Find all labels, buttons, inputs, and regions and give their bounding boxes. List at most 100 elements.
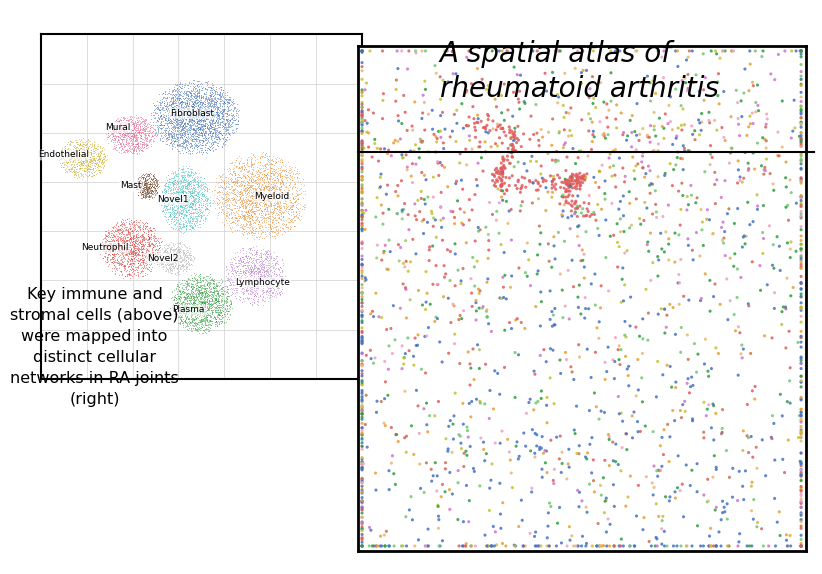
Point — [124, 255, 137, 264]
Point — [205, 300, 218, 309]
Point — [443, 485, 456, 494]
Point — [235, 189, 248, 199]
Point — [208, 121, 221, 130]
Point — [194, 91, 207, 100]
Point — [279, 167, 293, 176]
Point — [252, 265, 265, 274]
Point — [208, 110, 221, 119]
Point — [210, 213, 224, 222]
Point — [201, 120, 215, 129]
Point — [207, 297, 220, 306]
Point — [121, 145, 134, 154]
Point — [231, 252, 244, 261]
Point — [203, 107, 216, 116]
Point — [252, 199, 266, 208]
Point — [185, 311, 198, 320]
Point — [73, 161, 86, 170]
Point — [115, 249, 128, 258]
Point — [189, 81, 202, 90]
Point — [123, 228, 136, 238]
Point — [221, 211, 234, 220]
Point — [86, 154, 99, 164]
Point — [241, 257, 254, 266]
Point — [355, 106, 368, 115]
Point — [140, 253, 153, 262]
Point — [131, 129, 144, 138]
Point — [266, 278, 279, 288]
Point — [234, 211, 247, 220]
Point — [79, 142, 92, 152]
Point — [192, 285, 205, 294]
Point — [217, 97, 230, 106]
Point — [206, 142, 219, 151]
Point — [243, 277, 256, 286]
Point — [182, 218, 196, 227]
Point — [137, 183, 150, 192]
Point — [237, 211, 250, 220]
Point — [85, 149, 98, 158]
Point — [174, 118, 187, 127]
Point — [177, 104, 190, 113]
Point — [246, 266, 259, 276]
Point — [168, 219, 181, 228]
Point — [273, 205, 286, 215]
Point — [230, 176, 243, 185]
Point — [176, 260, 189, 269]
Point — [125, 235, 138, 244]
Point — [149, 112, 162, 121]
Point — [92, 152, 105, 161]
Point — [554, 432, 567, 441]
Point — [214, 134, 227, 144]
Point — [225, 189, 238, 198]
Point — [173, 249, 186, 258]
Point — [247, 261, 261, 270]
Point — [112, 116, 125, 125]
Point — [263, 254, 276, 263]
Point — [143, 233, 156, 242]
Point — [603, 162, 616, 172]
Point — [210, 286, 224, 295]
Point — [164, 246, 177, 255]
Point — [378, 394, 391, 404]
Point — [59, 151, 72, 160]
Point — [85, 156, 99, 165]
Point — [180, 311, 193, 320]
Point — [195, 293, 208, 302]
Point — [95, 148, 108, 157]
Point — [179, 208, 192, 217]
Point — [252, 258, 266, 267]
Point — [253, 153, 266, 162]
Point — [490, 168, 503, 177]
Point — [355, 182, 368, 191]
Point — [182, 299, 196, 308]
Point — [275, 276, 288, 285]
Point — [124, 229, 137, 238]
Point — [206, 111, 219, 121]
Point — [136, 234, 149, 243]
Point — [127, 223, 140, 232]
Point — [219, 120, 232, 129]
Point — [56, 146, 69, 156]
Point — [213, 302, 226, 311]
Point — [743, 220, 756, 229]
Point — [229, 103, 242, 112]
Point — [140, 177, 153, 186]
Point — [125, 117, 138, 126]
Point — [217, 134, 230, 143]
Point — [190, 292, 203, 301]
Point — [189, 314, 202, 323]
Point — [192, 87, 206, 96]
Point — [729, 326, 742, 335]
Point — [164, 268, 178, 277]
Point — [693, 87, 706, 96]
Point — [195, 290, 208, 300]
Point — [171, 195, 184, 204]
Point — [106, 129, 119, 138]
Point — [158, 198, 171, 207]
Point — [209, 121, 222, 130]
Point — [178, 175, 191, 184]
Point — [196, 99, 210, 108]
Point — [191, 317, 204, 327]
Point — [136, 139, 149, 149]
Point — [491, 141, 504, 150]
